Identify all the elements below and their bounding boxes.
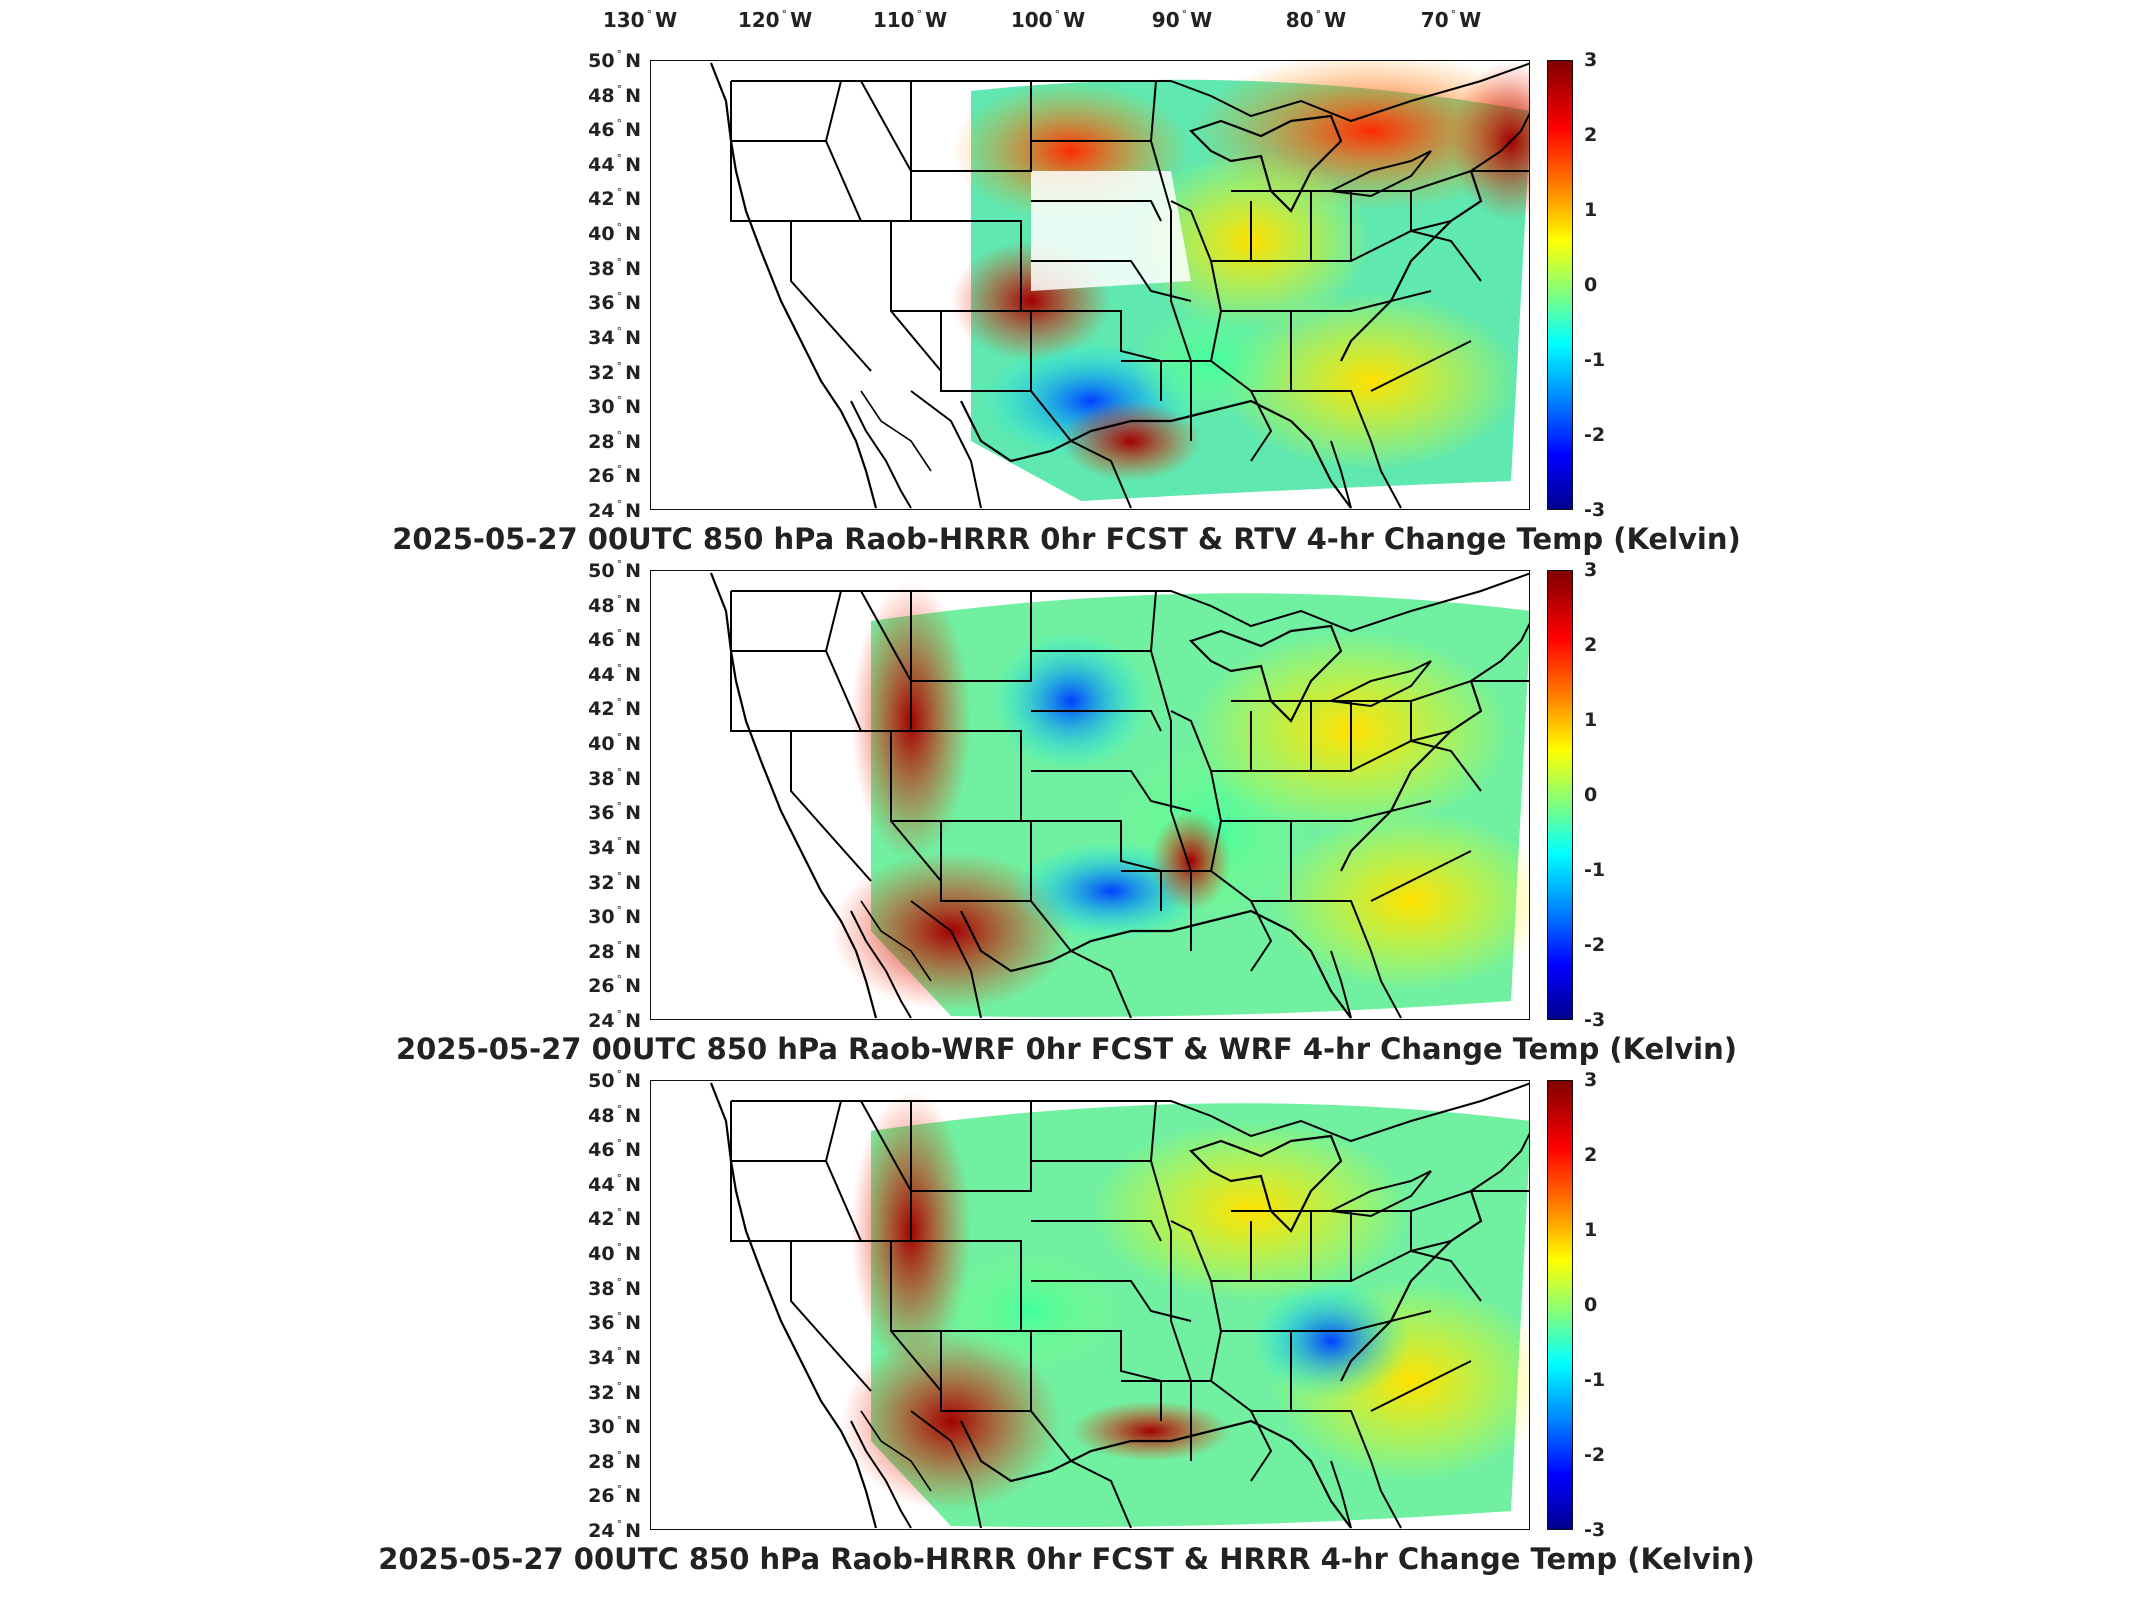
lat-label-38n: 38 ° N	[588, 1275, 641, 1300]
lat-label-26n: 26 ° N	[588, 463, 641, 488]
lat-label-50n: 50 ° N	[588, 1068, 641, 1092]
map-plot	[709, 61, 1529, 509]
lat-label-46n: 46 ° N	[588, 1137, 641, 1162]
lat-label-36n: 36 ° N	[588, 1310, 641, 1335]
lat-label-28n: 28 ° N	[588, 428, 641, 453]
colorbar-tick: 3	[1584, 49, 1598, 71]
colorbar	[1547, 1080, 1573, 1530]
colorbar-tick: 1	[1584, 709, 1598, 731]
lat-label-30n: 30 ° N	[588, 904, 641, 929]
colorbar-tick: -3	[1584, 1519, 1606, 1541]
lat-label-38n: 38 ° N	[588, 765, 641, 790]
lat-label-28n: 28 ° N	[588, 938, 641, 963]
colorbar-tick: -3	[1584, 499, 1606, 521]
lat-label-48n: 48 ° N	[588, 592, 641, 617]
lat-label-40n: 40 ° N	[588, 1241, 641, 1266]
colorbar-tick: 3	[1584, 559, 1598, 581]
lat-label-42n: 42 ° N	[588, 1206, 641, 1231]
lat-label-48n: 48 ° N	[588, 1102, 641, 1127]
lat-label-32n: 32 ° N	[588, 1379, 641, 1404]
map-frame	[650, 570, 1530, 1020]
colorbar-tick: 1	[1584, 1219, 1598, 1241]
lat-label-30n: 30 ° N	[588, 394, 641, 419]
colorbar-tick: 2	[1584, 1144, 1598, 1166]
colorbar-tick: 2	[1584, 634, 1598, 656]
lat-label-48n: 48 ° N	[588, 82, 641, 107]
colorbar-tick: -2	[1584, 424, 1606, 446]
lon-label-120w: 120 ° W	[737, 8, 813, 32]
panel-title: 2025-05-27 00UTC 850 hPa Raob-WRF 0hr FC…	[395, 1032, 1737, 1066]
lat-label-50n: 50 ° N	[588, 558, 641, 582]
lat-label-44n: 44 ° N	[588, 151, 641, 176]
panel-title: 2025-05-27 00UTC 850 hPa Raob-HRRR 0hr F…	[378, 1542, 1755, 1576]
colorbar-tick: -1	[1584, 349, 1606, 371]
lat-label-44n: 44 ° N	[588, 1171, 641, 1196]
lat-label-50n: 50 ° N	[588, 48, 641, 72]
lat-label-42n: 42 ° N	[588, 186, 641, 211]
panel-title: 2025-05-27 00UTC 850 hPa Raob-HRRR 0hr F…	[392, 522, 1741, 556]
lat-label-46n: 46 ° N	[588, 117, 641, 142]
lon-label-70w: 70 ° W	[1420, 8, 1482, 32]
map-plot	[709, 571, 1529, 1019]
lat-label-34n: 34 ° N	[588, 1344, 641, 1369]
colorbar-tick: -3	[1584, 1009, 1606, 1031]
colorbar	[1547, 60, 1573, 510]
map-plot	[709, 1081, 1529, 1529]
lon-label-110w: 110 ° W	[872, 8, 948, 32]
lat-label-30n: 30 ° N	[588, 1414, 641, 1439]
lat-label-34n: 34 ° N	[588, 834, 641, 859]
colorbar-tick: -1	[1584, 859, 1606, 881]
lat-label-44n: 44 ° N	[588, 661, 641, 686]
colorbar-tick: -2	[1584, 1444, 1606, 1466]
lat-label-28n: 28 ° N	[588, 1448, 641, 1473]
colorbar-tick: 0	[1584, 784, 1598, 806]
colorbar-tick: -2	[1584, 934, 1606, 956]
lat-label-40n: 40 ° N	[588, 731, 641, 756]
lat-label-32n: 32 ° N	[588, 869, 641, 894]
colorbar-tick: -1	[1584, 1369, 1606, 1391]
colorbar-tick: 1	[1584, 199, 1598, 221]
lon-label-130w: 130 ° W	[602, 8, 678, 32]
lat-label-24n: 24 ° N	[588, 498, 641, 522]
lat-label-42n: 42 ° N	[588, 696, 641, 721]
colorbar-tick: 2	[1584, 124, 1598, 146]
colorbar	[1547, 570, 1573, 1020]
map-frame	[650, 1080, 1530, 1530]
colorbar-tick: 3	[1584, 1069, 1598, 1091]
colorbar-tick: 0	[1584, 274, 1598, 296]
map-frame	[650, 60, 1530, 510]
colorbar-tick: 0	[1584, 1294, 1598, 1316]
lat-label-32n: 32 ° N	[588, 359, 641, 384]
lat-label-26n: 26 ° N	[588, 1483, 641, 1508]
lon-label-100w: 100 ° W	[1010, 8, 1086, 32]
lat-label-24n: 24 ° N	[588, 1518, 641, 1542]
lat-label-34n: 34 ° N	[588, 324, 641, 349]
lat-label-40n: 40 ° N	[588, 221, 641, 246]
lat-label-38n: 38 ° N	[588, 255, 641, 280]
lon-label-80w: 80 ° W	[1285, 8, 1347, 32]
lon-label-90w: 90 ° W	[1151, 8, 1213, 32]
lat-label-24n: 24 ° N	[588, 1008, 641, 1032]
lat-label-26n: 26 ° N	[588, 973, 641, 998]
lat-label-36n: 36 ° N	[588, 290, 641, 315]
lat-label-46n: 46 ° N	[588, 627, 641, 652]
lat-label-36n: 36 ° N	[588, 800, 641, 825]
